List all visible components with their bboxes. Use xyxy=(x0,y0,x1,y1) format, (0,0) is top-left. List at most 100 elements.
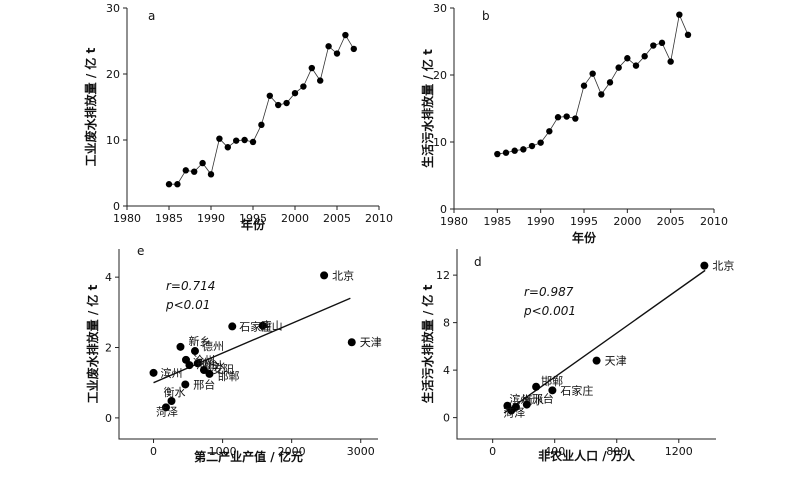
data-point xyxy=(165,181,173,188)
data-point xyxy=(182,167,189,174)
y-tick-label: 0 xyxy=(113,200,120,213)
y-axis-title: 生活污水排放量 / 亿 t xyxy=(420,284,435,403)
x-tick-label: 400 xyxy=(544,445,565,458)
y-axis-title: 工业废水排放量 / 亿 t xyxy=(85,284,100,403)
data-point xyxy=(275,101,282,109)
data-point xyxy=(511,147,518,154)
y-tick-label: 8 xyxy=(443,317,450,330)
x-tick-label: 1985 xyxy=(155,212,183,225)
x-tick-label: 0 xyxy=(489,445,496,458)
x-tick-label: 1995 xyxy=(570,215,598,228)
x-tick-label: 2005 xyxy=(323,212,351,225)
y-tick-label: 12 xyxy=(436,269,450,282)
y-tick-label: 20 xyxy=(433,69,447,82)
point-label: 衡水 xyxy=(163,386,185,399)
point-label: 天津 xyxy=(360,336,382,349)
data-point xyxy=(580,82,588,89)
data-point xyxy=(199,159,206,167)
data-point xyxy=(342,31,349,39)
data-point xyxy=(191,168,198,175)
data-point xyxy=(546,128,553,135)
data-point xyxy=(528,142,536,150)
point-label: 天津 xyxy=(605,355,627,368)
data-point xyxy=(624,55,631,62)
x-tick-label: 2010 xyxy=(365,212,393,225)
panel-e: 0 1000 2000 3000 0 2 4 e 第二产业产值 / 亿元 工业废水排放量 / 亿 … xyxy=(85,244,382,464)
axes-a xyxy=(126,8,379,207)
point-label: 安阳 xyxy=(212,362,234,376)
data-point xyxy=(161,403,170,412)
x-tick-label: 800 xyxy=(606,445,627,458)
y-tick-label: 10 xyxy=(106,134,120,147)
y-tick-label: 2 xyxy=(105,342,112,355)
data-point xyxy=(650,42,657,49)
data-point xyxy=(291,89,299,97)
data-point xyxy=(700,261,709,270)
panel-tag: b xyxy=(482,9,490,23)
x-tick-label: 1980 xyxy=(440,215,468,228)
y-tick-label: 20 xyxy=(106,68,120,81)
data-point xyxy=(563,113,570,120)
point-label: 北京 xyxy=(332,268,354,282)
x-tick-label: 1990 xyxy=(197,212,225,225)
point-label: 新乡 xyxy=(188,334,210,348)
y-tick-label: 4 xyxy=(105,271,112,284)
x-tick-label: 2000 xyxy=(613,215,641,228)
data-point xyxy=(190,347,199,356)
data-point xyxy=(554,114,562,121)
point-label: 德州 xyxy=(202,339,224,353)
data-point xyxy=(207,171,215,178)
data-point xyxy=(325,43,332,50)
data-point xyxy=(598,91,605,98)
data-point xyxy=(185,361,194,370)
point-label: 唐山 xyxy=(261,319,283,333)
data-point xyxy=(502,149,510,156)
data-point xyxy=(606,79,614,86)
y-axis-title: 生活污水排放量 / 亿 t xyxy=(420,49,435,168)
data-point xyxy=(494,150,501,158)
panel-d: 0 400 800 1200 0 4 8 12 d 非农业人口 / 万人 生活污水排放量 / 亿 t… xyxy=(420,249,734,463)
data-point xyxy=(283,99,290,107)
stat-r: r=0.714 xyxy=(166,279,215,293)
x-tick-label: 1995 xyxy=(239,212,267,225)
data-point xyxy=(548,386,557,395)
y-tick-label: 0 xyxy=(443,412,450,425)
panel-a: 1980 1985 1990 1995 2000 2005 2010 0 10 20 30 a 年份 工业… xyxy=(83,2,393,232)
data-point xyxy=(317,77,324,84)
data-point xyxy=(266,92,273,99)
data-point xyxy=(592,356,601,365)
point-label: 北京 xyxy=(712,259,734,273)
data-point xyxy=(572,115,579,122)
panel-b: 1980 1985 1990 1995 2000 2005 2010 0 10 20 30 b 年份 生活… xyxy=(420,2,728,245)
data-point xyxy=(167,397,176,405)
data-point xyxy=(641,53,648,60)
data-point xyxy=(589,70,596,77)
x-tick-label: 2000 xyxy=(281,212,309,225)
point-label: 邢台 xyxy=(532,392,554,406)
data-point xyxy=(216,135,223,142)
point-label: 菏泽 xyxy=(503,407,525,420)
panel-tag: d xyxy=(474,255,482,269)
point-label: 邯郸 xyxy=(217,369,239,383)
data-point xyxy=(174,181,181,188)
point-label: 石家庄 xyxy=(560,383,593,397)
data-point xyxy=(258,121,265,129)
data-point xyxy=(658,39,666,47)
y-tick-label: 10 xyxy=(433,136,447,149)
data-point xyxy=(507,406,516,415)
x-tick-label: 0 xyxy=(150,445,157,458)
y-tick-label: 0 xyxy=(105,412,112,425)
x-axis-title: 非农业人口 / 万人 xyxy=(538,448,636,463)
stat-p: p<0.01 xyxy=(165,298,210,312)
data-point xyxy=(333,50,341,57)
data-point xyxy=(249,138,257,146)
axes-d xyxy=(456,249,716,440)
point-label: 邯郸 xyxy=(541,374,563,388)
data-point xyxy=(532,382,541,391)
data-point xyxy=(308,64,315,72)
data-point xyxy=(241,136,248,144)
y-tick-label: 0 xyxy=(440,203,447,216)
data-point xyxy=(205,369,214,378)
data-point xyxy=(228,322,237,331)
x-axis-title: 第二产业产值 / 亿元 xyxy=(194,449,303,464)
